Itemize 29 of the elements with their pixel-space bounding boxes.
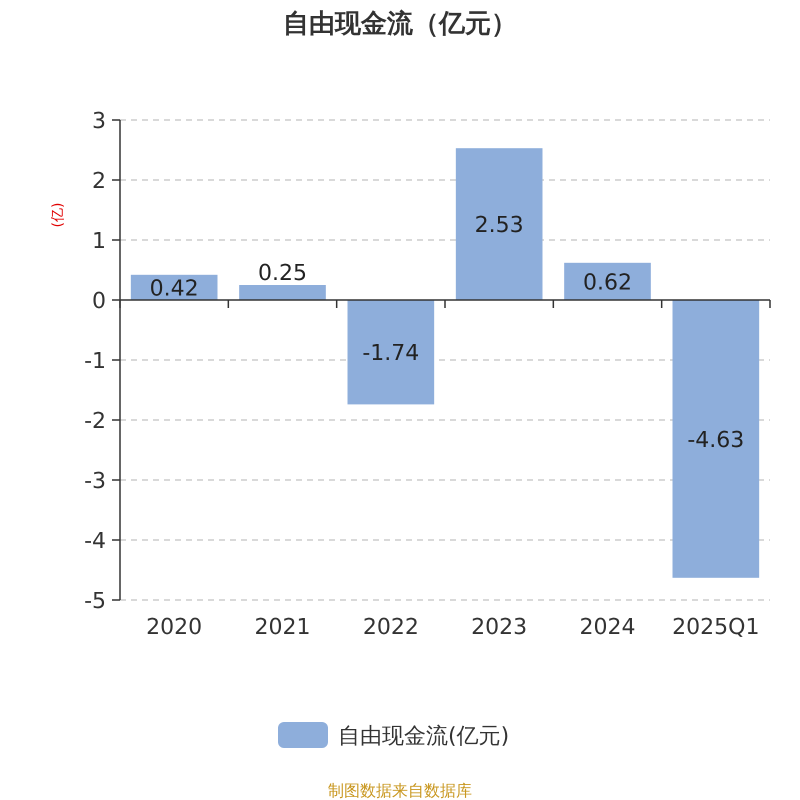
y-tick-label: -5 (84, 589, 106, 614)
y-tick-label: -4 (84, 529, 106, 554)
bar (239, 285, 326, 300)
y-tick-label: -2 (84, 409, 106, 434)
y-tick-label: 0 (92, 289, 106, 314)
data-label: 0.42 (150, 276, 199, 302)
data-label: 0.62 (583, 270, 632, 296)
x-tick-label: 2021 (254, 615, 310, 640)
data-label: 0.25 (258, 261, 307, 286)
y-tick-label: 2 (92, 169, 106, 194)
y-tick-label: -3 (84, 469, 106, 494)
y-axis-title: (亿) (50, 202, 66, 228)
legend-label: 自由现金流(亿元) (338, 724, 510, 749)
x-tick-label: 2020 (146, 615, 202, 640)
x-tick-label: 2025Q1 (672, 615, 760, 640)
y-tick-label: 1 (92, 229, 106, 254)
x-tick-label: 2024 (580, 615, 636, 640)
y-tick-label: -1 (84, 349, 106, 374)
x-tick-label: 2023 (471, 615, 528, 640)
chart-title: 自由现金流（亿元） (283, 9, 517, 39)
x-tick-label: 2022 (362, 615, 419, 640)
data-label: -1.74 (362, 341, 420, 366)
data-label: -4.63 (687, 428, 744, 453)
bar (672, 300, 760, 578)
text: 制图数据来自数据库 (328, 781, 472, 800)
y-tick-label: 3 (92, 109, 106, 134)
bar (348, 300, 434, 404)
data-label: 2.53 (474, 213, 524, 238)
bar (456, 148, 542, 300)
